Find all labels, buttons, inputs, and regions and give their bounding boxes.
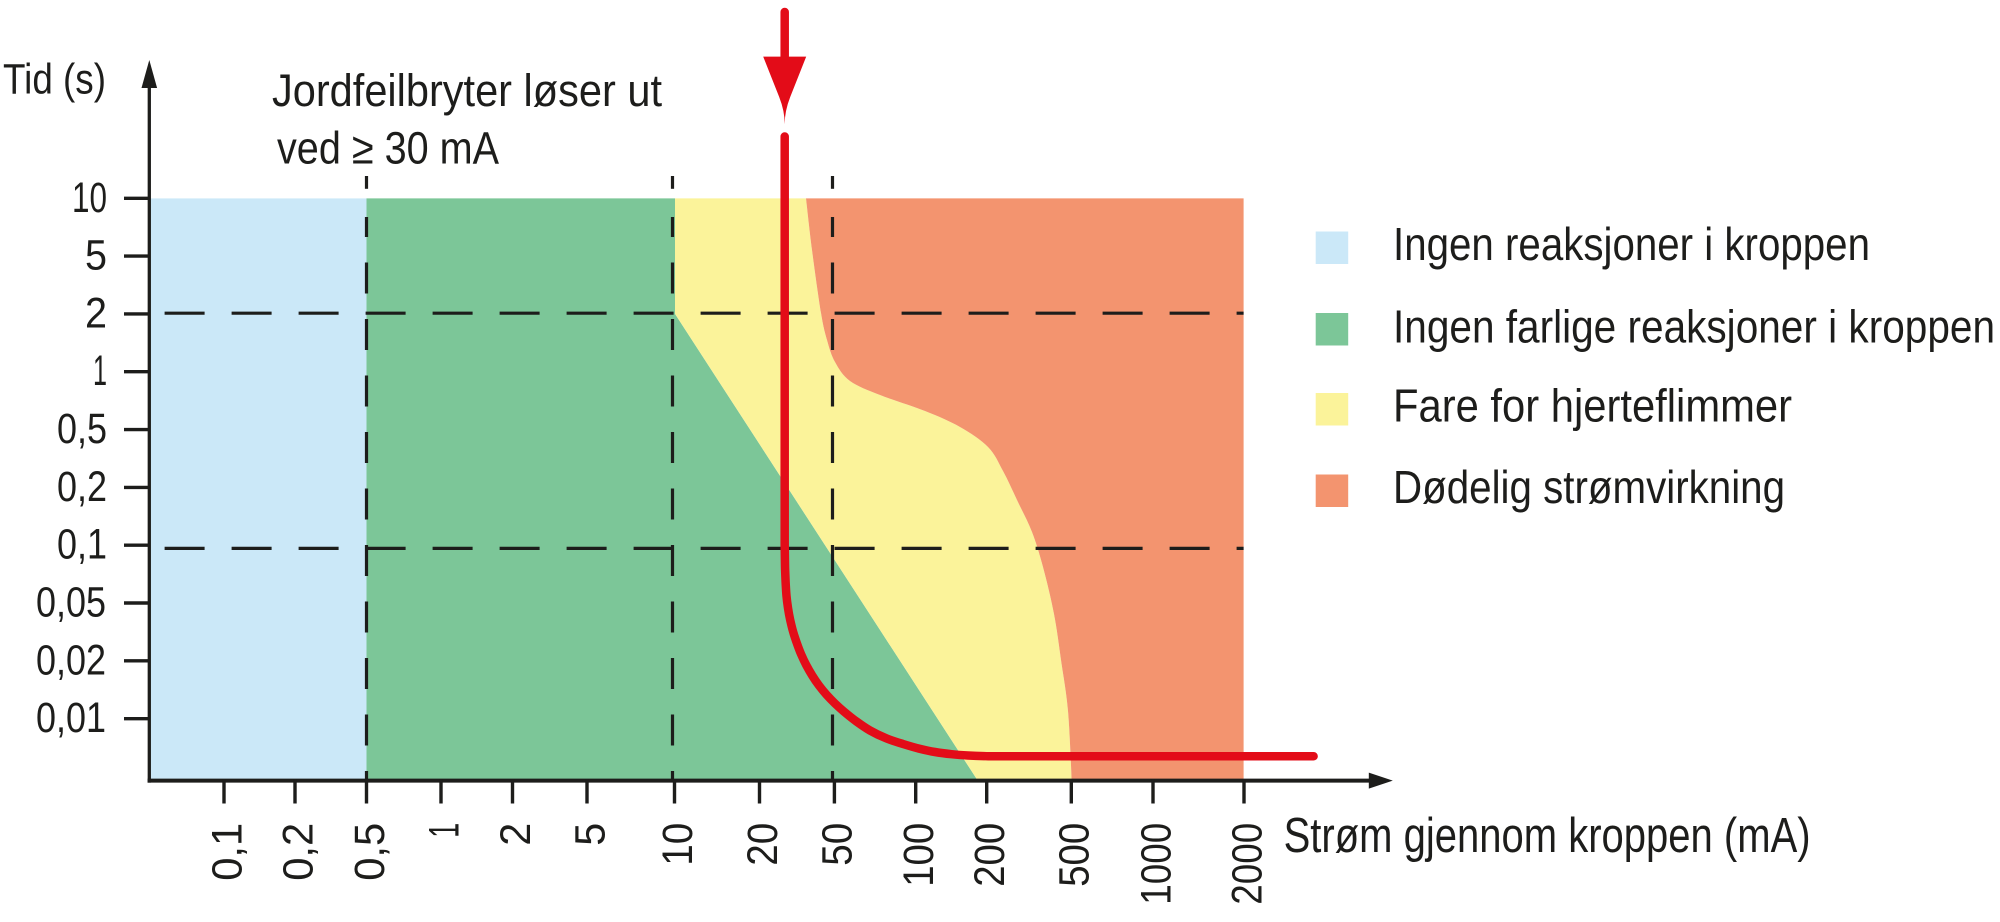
svg-text:ved ≥ 30 mA: ved ≥ 30 mA [277,123,499,174]
svg-text:0,02: 0,02 [36,636,106,684]
svg-text:1: 1 [420,823,468,838]
svg-text:20: 20 [739,823,787,866]
svg-text:0,1: 0,1 [57,521,107,569]
svg-text:500: 500 [1051,823,1099,887]
svg-text:10: 10 [72,174,107,222]
svg-text:2000: 2000 [1223,823,1271,905]
svg-text:0,05: 0,05 [36,579,106,627]
svg-text:Dødelig strømvirkning: Dødelig strømvirkning [1393,461,1785,513]
svg-text:0,1: 0,1 [203,823,251,881]
svg-text:5: 5 [85,232,107,280]
svg-text:Jordfeilbryter løser ut: Jordfeilbryter løser ut [272,65,662,116]
svg-text:5: 5 [566,823,614,846]
svg-text:0,2: 0,2 [57,463,107,511]
svg-text:10: 10 [654,823,702,866]
svg-text:Ingen reaksjoner i kroppen: Ingen reaksjoner i kroppen [1393,218,1870,270]
svg-text:Tid (s): Tid (s) [3,56,106,104]
svg-text:200: 200 [966,823,1014,887]
svg-text:0,01: 0,01 [36,694,106,742]
svg-text:100: 100 [895,823,943,887]
svg-text:50: 50 [814,823,862,866]
svg-text:Ingen farlige reaksjoner i kro: Ingen farlige reaksjoner i kroppen [1393,301,1995,353]
svg-text:1000: 1000 [1132,823,1180,905]
svg-text:0,5: 0,5 [57,405,107,453]
svg-text:2: 2 [85,289,107,337]
svg-text:1: 1 [93,347,107,395]
svg-text:Strøm gjennom kroppen (mA): Strøm gjennom kroppen (mA) [1284,809,1811,863]
svg-text:0,2: 0,2 [274,823,322,881]
svg-text:2: 2 [492,823,540,846]
svg-text:Fare for hjerteflimmer: Fare for hjerteflimmer [1393,380,1792,432]
svg-text:0,5: 0,5 [346,823,394,881]
